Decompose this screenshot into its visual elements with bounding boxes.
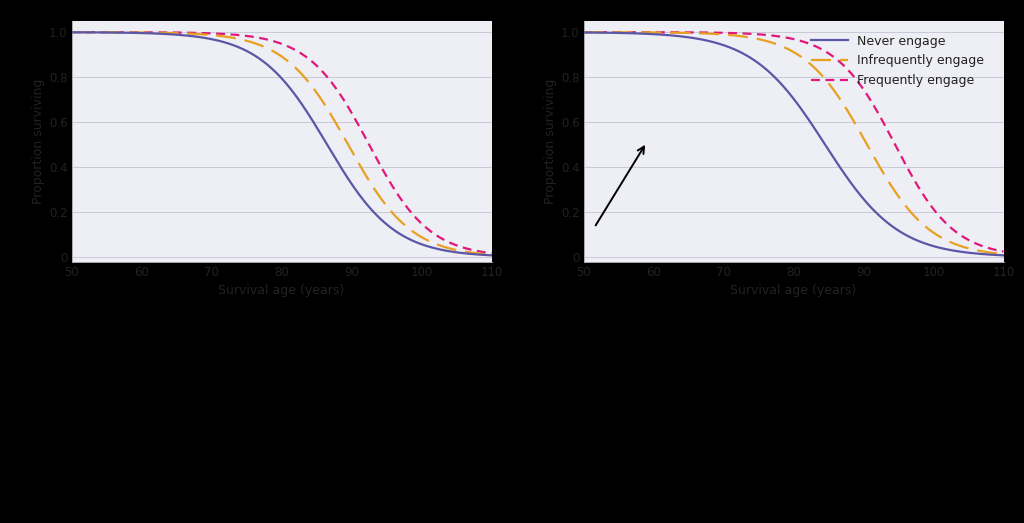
Y-axis label: Proportion surviving: Proportion surviving: [32, 78, 45, 204]
Y-axis label: Proportion surviving: Proportion surviving: [544, 78, 557, 204]
X-axis label: Survival age (years): Survival age (years): [730, 284, 857, 297]
X-axis label: Survival age (years): Survival age (years): [218, 284, 345, 297]
Legend: Never engage, Infrequently engage, Frequently engage: Never engage, Infrequently engage, Frequ…: [806, 30, 989, 93]
